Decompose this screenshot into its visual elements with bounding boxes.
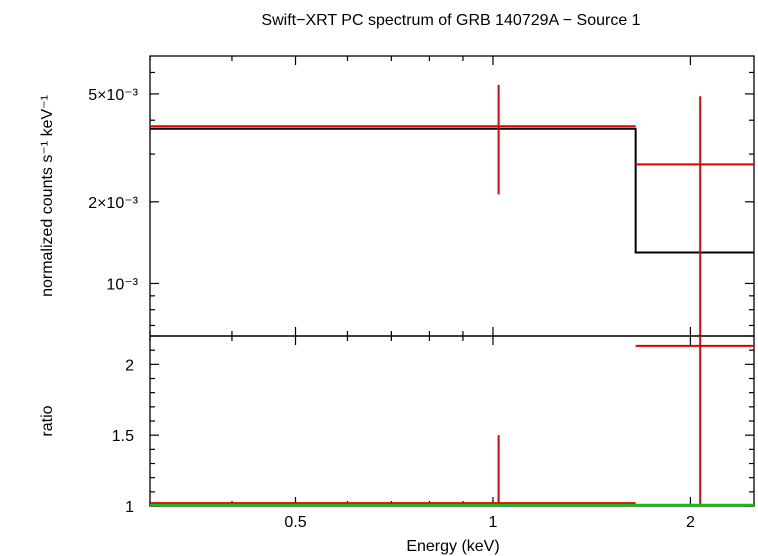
ratio-y-tick-label: 1.5 bbox=[112, 428, 134, 445]
x-axis-label: Energy (keV) bbox=[406, 538, 499, 555]
spectrum-y-tick-label: 5×10⁻³ bbox=[88, 87, 138, 104]
spectrum-y-tick-label: 10⁻³ bbox=[106, 276, 138, 293]
x-tick-label: 1 bbox=[489, 514, 498, 531]
ratio-y-tick-label: 1 bbox=[125, 499, 134, 516]
ratio-panel: 1 1.5 2 0.5 1 2 bbox=[112, 335, 755, 531]
model-step-line bbox=[150, 127, 754, 254]
chart-title: Swift−XRT PC spectrum of GRB 140729A − S… bbox=[261, 12, 640, 29]
spectrum-panel: 10⁻³ 2×10⁻³ 5×10⁻³ bbox=[88, 55, 755, 337]
ratio-frame bbox=[149, 335, 755, 507]
ratio-y-tick-label: 2 bbox=[125, 357, 134, 374]
x-tick-label: 2 bbox=[686, 514, 695, 531]
spectrum-y-tick-label: 2×10⁻³ bbox=[88, 195, 138, 212]
spectrum-y-axis-label: normalized counts s⁻¹ keV⁻¹ bbox=[39, 95, 56, 297]
x-tick-label: 0.5 bbox=[284, 514, 306, 531]
spectrum-frame bbox=[149, 55, 755, 337]
ratio-y-axis-label: ratio bbox=[39, 405, 56, 436]
